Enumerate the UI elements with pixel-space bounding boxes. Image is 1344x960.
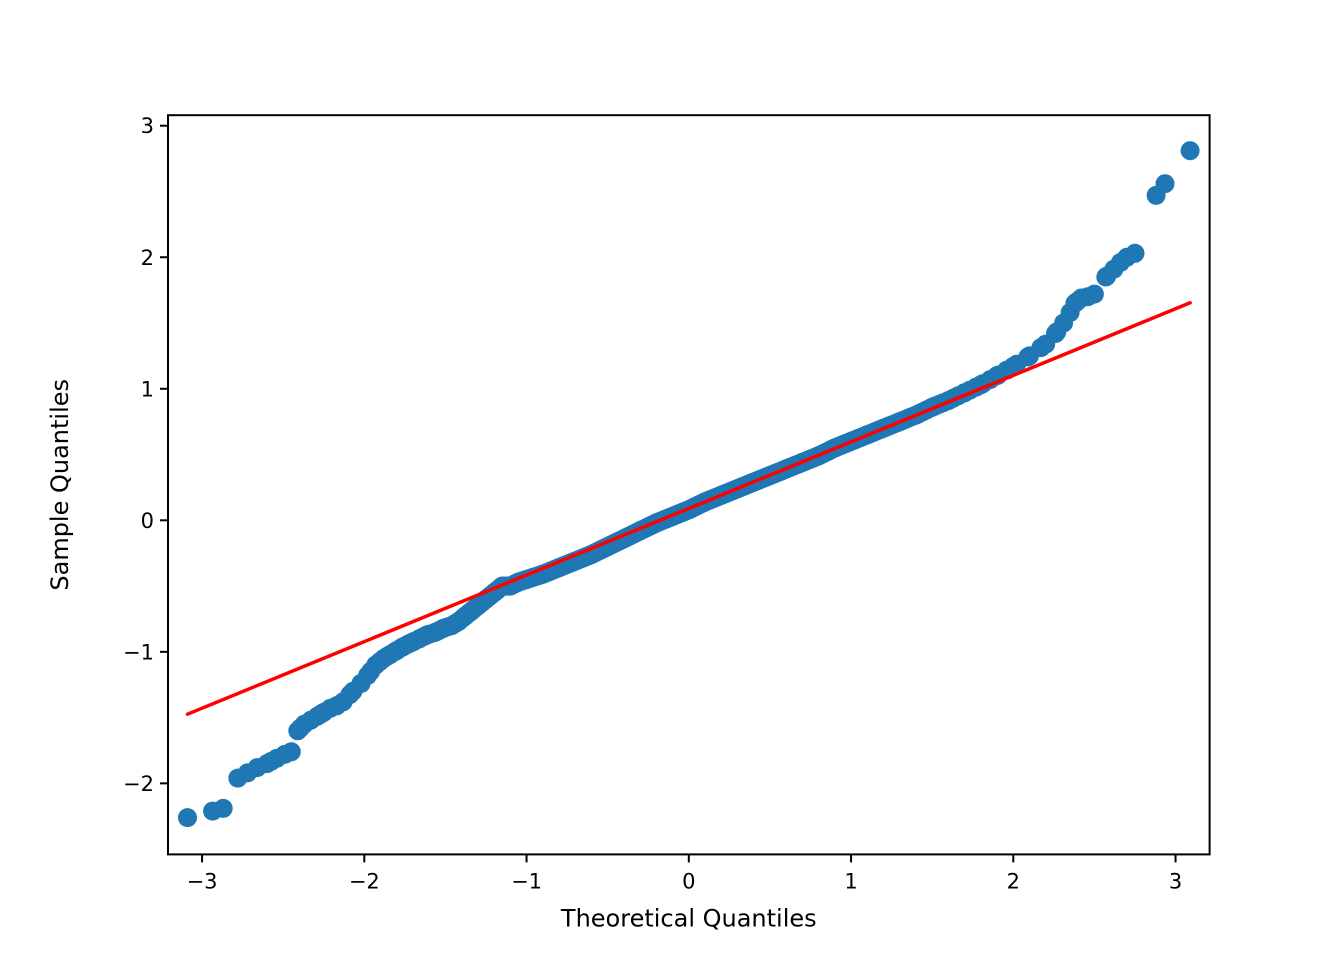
y-tick-label: 1 [141,377,154,401]
scatter-point [1180,141,1200,161]
y-tick-label: 2 [141,246,154,270]
scatter-point [1067,291,1087,311]
scatter-point [1084,284,1104,304]
y-tick-label: −1 [123,640,154,664]
scatter-point [1031,338,1051,358]
scatter-point [203,801,223,821]
scatter-point [1097,266,1117,286]
x-tick-label: −1 [511,869,542,893]
plot-frame [167,114,1211,856]
scatter-point [1125,243,1145,263]
scatter-points-layer [178,141,1200,828]
axes-layer: −3 −2 −1 0 1 2 3 −2 −1 0 1 2 3 [123,114,1211,893]
x-tick-label: 2 [1007,869,1020,893]
scatter-point [1047,322,1067,342]
y-tick-label: 3 [141,114,154,138]
x-tick-label: 0 [682,869,695,893]
scatter-point [311,704,331,724]
x-axis-label: Theoretical Quantiles [560,904,817,932]
scatter-point [178,808,197,828]
x-tick-label: 3 [1169,869,1182,893]
y-axis-label: Sample Quantiles [46,379,74,591]
scatter-point [327,696,347,716]
y-tick-label: 0 [141,509,154,533]
reference-line-layer [185,301,1192,716]
x-tick-label: −2 [349,869,380,893]
qq-reference-line [185,301,1192,716]
x-tick-label: −3 [187,869,218,893]
scatter-point [290,718,310,738]
scatter-point [281,742,301,762]
y-tick-label: −2 [123,772,154,796]
scatter-point [1018,347,1038,367]
x-tick-label: 1 [844,869,857,893]
scatter-point [1155,174,1175,194]
scatter-point [261,752,281,771]
